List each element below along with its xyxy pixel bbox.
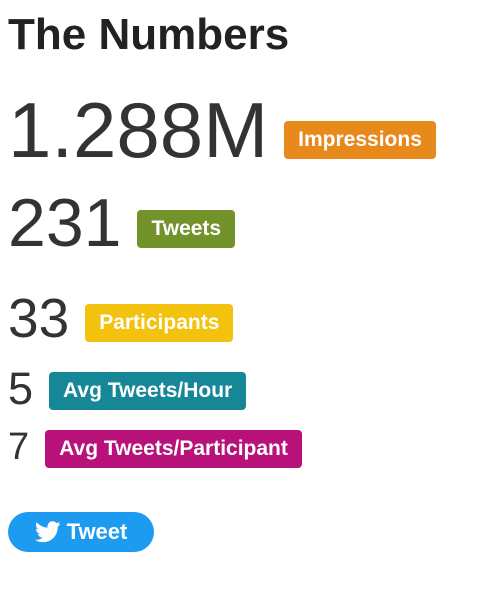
tweets-badge: Tweets <box>137 210 236 248</box>
stat-value: 5 <box>8 362 34 414</box>
participants-badge: Participants <box>85 304 234 342</box>
tweet-button[interactable]: Tweet <box>8 512 154 552</box>
stat-participants: 33 Participants <box>8 286 234 349</box>
avg-tweets-hour-badge: Avg Tweets/Hour <box>49 372 247 410</box>
stat-value: 231 <box>8 185 122 261</box>
stat-avg-tweets-participant: 7 Avg Tweets/Participant <box>8 426 302 468</box>
tweet-button-label: Tweet <box>66 519 128 544</box>
avg-tweets-participant-badge: Avg Tweets/Participant <box>45 430 302 468</box>
stat-tweets: 231 Tweets <box>8 185 236 261</box>
impressions-badge: Impressions <box>284 120 436 159</box>
stat-impressions: 1.288M Impressions <box>8 86 436 174</box>
twitter-bird-icon <box>34 521 61 543</box>
stat-value: 1.288M <box>8 86 269 174</box>
stat-value: 33 <box>8 286 70 349</box>
stat-avg-tweets-hour: 5 Avg Tweets/Hour <box>8 362 247 414</box>
page-title: The Numbers <box>8 10 290 59</box>
stat-value: 7 <box>8 426 30 468</box>
